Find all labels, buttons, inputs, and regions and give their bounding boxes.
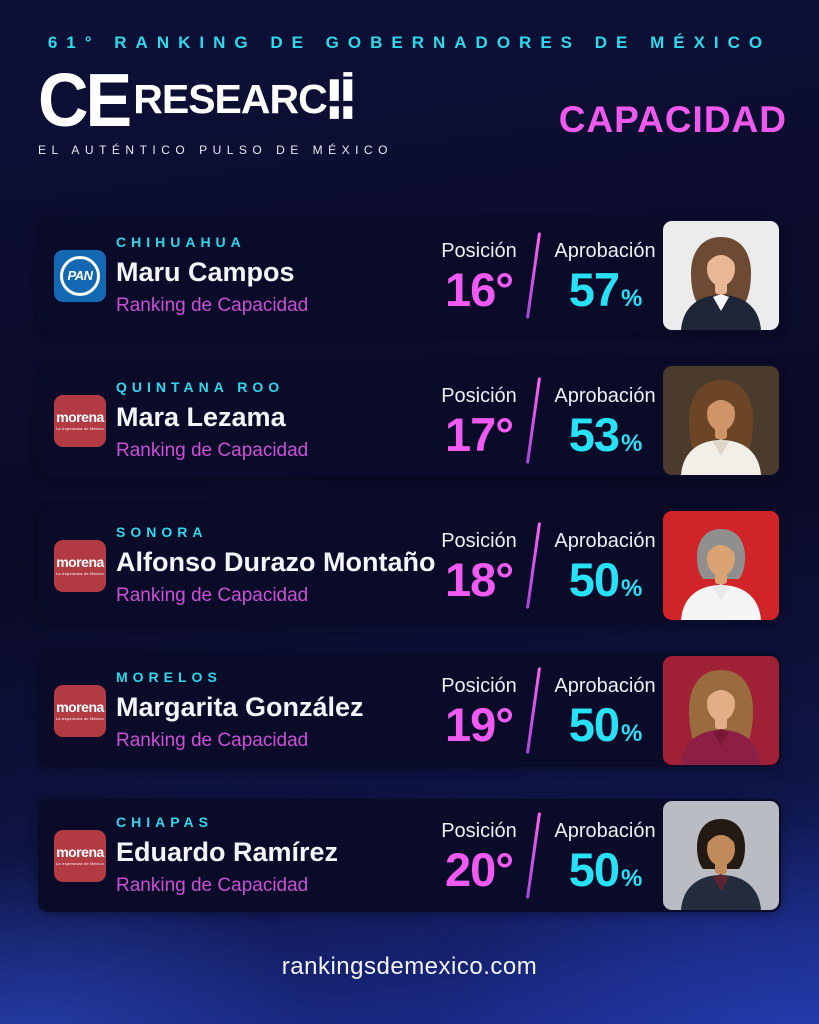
pan-party-logo-icon: PAN [54,249,106,302]
governor-portrait-placeholder [663,656,779,765]
position-label: Posición [441,675,517,697]
ranking-type-label: Ranking de Capacidad [116,585,309,606]
governor-photo [663,511,779,620]
morena-logo-text: morena [56,554,104,570]
position-value: 19° [444,698,514,751]
governor-card: morena La esperanza de México CHIAPAS Ed… [38,799,781,912]
position-metric: Posición 17° [421,385,537,462]
approval-metric: Aprobación 57% [547,240,663,317]
logo-research-text: RESEARC [133,75,327,122]
state-label: CHIAPAS [116,814,213,830]
governor-info: MORELOS Margarita González Ranking de Ca… [116,669,364,752]
ranking-type-label: Ranking de Capacidad [116,440,309,461]
brand-tagline: EL AUTÉNTICO PULSO DE MÉXICO [38,143,393,158]
morena-party-logo-icon: morena La esperanza de México [54,539,106,592]
position-label: Posición [441,240,517,262]
morena-logo-text: morena [56,699,104,715]
governor-photo [663,656,779,765]
position-metric: Posición 16° [421,240,537,317]
equalizer-h-icon [329,72,353,120]
governor-card: PAN CHIHUAHUA Maru Campos Ranking de Cap… [38,219,781,332]
percent-sign: % [620,720,642,747]
percent-sign: % [620,865,642,892]
morena-party-logo-icon: morena La esperanza de México [54,394,106,447]
morena-logo-tagline: La esperanza de México [56,716,104,721]
state-label: QUINTANA ROO [116,379,285,395]
position-metric: Posición 19° [421,675,537,752]
position-label: Posición [441,385,517,407]
governor-portrait-placeholder [663,511,779,620]
ranking-type-label: Ranking de Capacidad [116,295,309,316]
governor-portrait-placeholder [663,221,779,330]
morena-logo-tagline: La esperanza de México [56,571,104,576]
position-label: Posición [441,820,517,842]
morena-logo-text: morena [56,844,104,860]
percent-sign: % [620,575,642,602]
logo-ce-text: CE [38,57,132,143]
governor-info: CHIHUAHUA Maru Campos Ranking de Capacid… [116,234,308,317]
governor-info: QUINTANA ROO Mara Lezama Ranking de Capa… [116,379,308,462]
position-metric: Posición 18° [421,530,537,607]
approval-value: 50% [568,553,643,606]
governor-info: SONORA Alfonso Durazo Montaño Ranking de… [116,524,435,607]
pan-logo-text: PAN [67,268,93,283]
governor-name: Margarita González [116,692,364,722]
governor-cards-list: PAN CHIHUAHUA Maru Campos Ranking de Cap… [38,219,781,944]
governor-name: Mara Lezama [116,402,286,432]
governor-card: morena La esperanza de México QUINTANA R… [38,364,781,477]
position-value: 18° [444,553,514,606]
brand-block: CE RESEARC EL AUTÉNTICO PULSO DE MÉXICO [38,57,393,158]
ranking-type-label: Ranking de Capacidad [116,730,309,751]
pan-ring: PAN [60,255,100,296]
percent-sign: % [620,430,642,457]
approval-value: 50% [568,843,643,896]
position-label: Posición [441,530,517,552]
morena-logo-tagline: La esperanza de México [56,861,104,866]
governor-portrait-placeholder [663,801,779,910]
morena-party-logo-icon: morena La esperanza de México [54,684,106,737]
approval-value: 57% [568,263,643,316]
position-value: 16° [444,263,514,316]
governor-card: morena La esperanza de México MORELOS Ma… [38,654,781,767]
approval-metric: Aprobación 50% [547,675,663,752]
morena-logo-tagline: La esperanza de México [56,426,104,431]
approval-label: Aprobación [554,675,656,697]
governor-name: Alfonso Durazo Montaño [116,547,436,577]
governor-name: Eduardo Ramírez [116,837,339,867]
approval-value: 53% [568,408,643,461]
position-metric: Posición 20° [421,820,537,897]
approval-label: Aprobación [554,820,656,842]
position-value: 20° [444,843,514,896]
category-label: CAPACIDAD [558,99,787,140]
approval-metric: Aprobación 50% [547,530,663,607]
approval-label: Aprobación [554,240,656,262]
approval-metric: Aprobación 50% [547,820,663,897]
state-label: CHIHUAHUA [116,234,246,250]
governor-photo [663,221,779,330]
ce-research-logo: CE RESEARC [38,57,393,143]
morena-logo-text: morena [56,409,104,425]
governor-photo [663,366,779,475]
position-value: 17° [444,408,514,461]
approval-metric: Aprobación 53% [547,385,663,462]
percent-sign: % [620,285,642,312]
approval-value: 50% [568,698,643,751]
morena-party-logo-icon: morena La esperanza de México [54,829,106,882]
state-label: MORELOS [116,669,222,685]
governor-info: CHIAPAS Eduardo Ramírez Ranking de Capac… [116,814,338,897]
governor-portrait-placeholder [663,366,779,475]
governor-photo [663,801,779,910]
website-link[interactable]: rankingsdemexico.com [281,953,538,980]
governor-name: Maru Campos [116,257,295,287]
ranking-title: 61° RANKING DE GOBERNADORES DE MÉXICO [47,33,772,52]
state-label: SONORA [116,524,208,540]
approval-label: Aprobación [554,385,656,407]
ranking-type-label: Ranking de Capacidad [116,875,309,896]
governor-card: morena La esperanza de México SONORA Alf… [38,509,781,622]
approval-label: Aprobación [554,530,656,552]
